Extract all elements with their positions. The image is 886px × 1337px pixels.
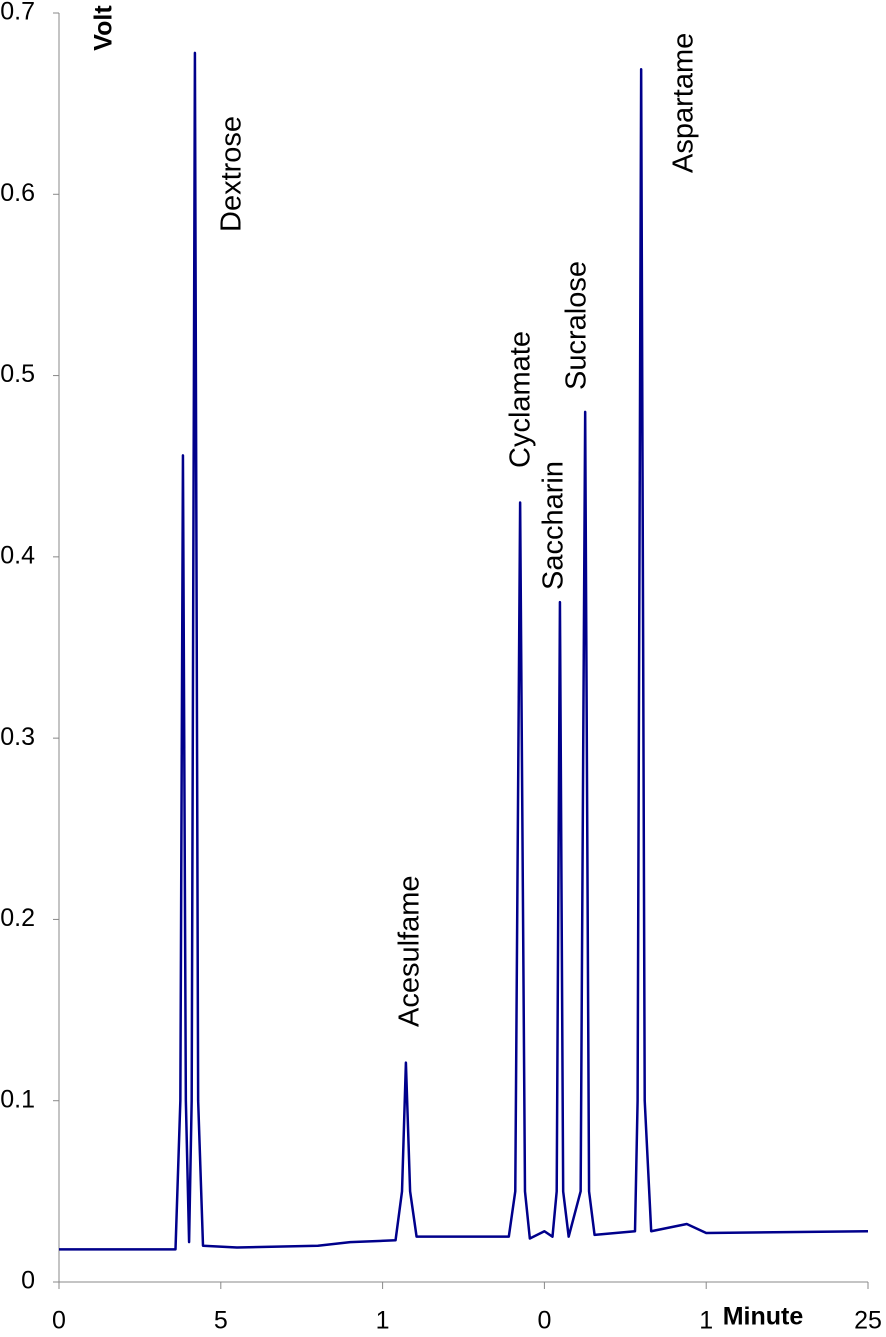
y-tick-label: 0.4 xyxy=(0,541,35,569)
y-tick-label: 0.6 xyxy=(0,179,35,207)
x-tick-label: 0 xyxy=(537,1307,551,1335)
x-tick-label: 0 xyxy=(52,1307,66,1335)
x-tick-label: 1 xyxy=(376,1307,390,1335)
peak-label: Acesulfame xyxy=(394,875,426,1027)
y-tick-label: 0.5 xyxy=(0,360,35,388)
trace xyxy=(59,51,869,1251)
x-axis-title: Minute xyxy=(723,1303,804,1331)
y-tick-label: 0.7 xyxy=(0,0,35,26)
peak-label: Cyclamate xyxy=(505,331,537,468)
y-tick-label: 0.3 xyxy=(0,723,35,751)
x-tick-label: 1 xyxy=(699,1307,713,1335)
x-tick-label: 5 xyxy=(214,1307,228,1335)
peak-label: Aspartame xyxy=(668,33,700,173)
y-tick-label: 0.1 xyxy=(0,1085,35,1113)
peak-label: Dextrose xyxy=(216,116,248,232)
y-tick-label: 0 xyxy=(21,1267,35,1295)
y-tick-label: 0.2 xyxy=(0,904,35,932)
peak-label: Saccharin xyxy=(538,461,570,590)
peak-label: Sucralose xyxy=(561,261,593,390)
x-tick-label: 25 xyxy=(854,1307,882,1335)
y-axis-title: Volt xyxy=(90,5,118,51)
